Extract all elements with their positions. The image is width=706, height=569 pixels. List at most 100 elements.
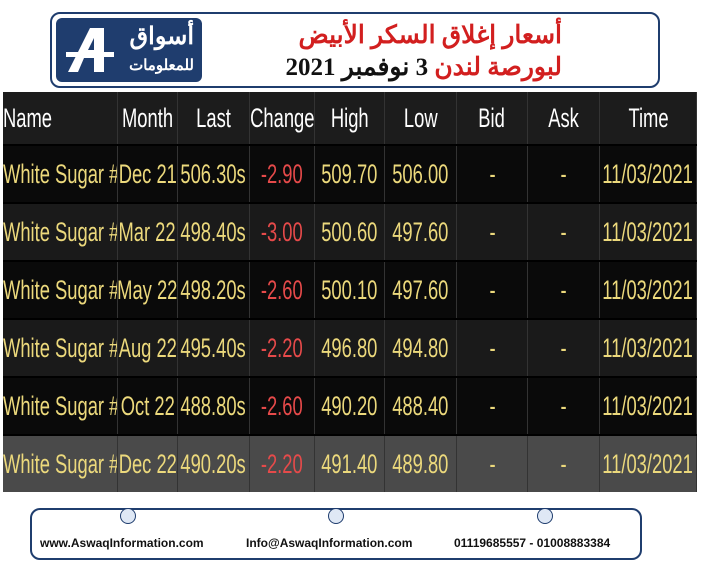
cell: 11/03/2021 <box>600 378 697 434</box>
cell-text: Change <box>250 102 315 133</box>
cell-text: -2.20 <box>261 448 303 479</box>
cell: - <box>528 204 600 260</box>
email: Info@AswaqInformation.com <box>246 536 413 550</box>
cell: 498.20s <box>178 262 250 318</box>
cell-text: - <box>560 390 567 421</box>
cell-text: 11/03/2021 <box>602 158 694 189</box>
subtitle: لبورصة لندن 3 نوفمبر 2021 <box>285 52 562 82</box>
data-row: White Sugar #5 Dec 21 506.30s -2.90 509.70 50… <box>3 146 697 202</box>
cell: Mar 22 <box>118 204 178 260</box>
price-table: Name Month Last Change High Low Bid Ask Time Whit… <box>3 92 697 492</box>
mail-icon <box>328 508 344 524</box>
cell: 495.40s <box>178 320 250 376</box>
cell-text: Ask <box>548 102 579 133</box>
subtitle-date: 3 نوفمبر 2021 <box>285 54 429 81</box>
cell: - <box>528 320 600 376</box>
cell: 11/03/2021 <box>600 146 697 202</box>
cell: White Sugar #5 <box>3 146 118 202</box>
data-row: White Sugar #5 Dec 22 490.20s -2.20 491.40 48… <box>3 436 697 492</box>
cell: 506.30s <box>178 146 250 202</box>
cell-text: 497.60 <box>392 216 449 247</box>
cell: - <box>457 146 528 202</box>
globe-icon <box>120 508 136 524</box>
cell: - <box>457 436 528 492</box>
logo: أسواق للمعلومات <box>56 18 202 82</box>
logo-text: أسواق <box>129 23 194 50</box>
cell-text: - <box>560 158 567 189</box>
cell-text: -3.00 <box>261 216 303 247</box>
cell: Aug 22 <box>118 320 178 376</box>
cell: -3.00 <box>250 204 315 260</box>
cell: 491.40 <box>315 436 385 492</box>
cell-text: -2.60 <box>261 274 303 305</box>
cell-text: 495.40s <box>180 332 247 363</box>
cell: Month <box>118 92 178 144</box>
cell-text: 500.10 <box>321 274 378 305</box>
cell-text: 490.20 <box>321 390 378 421</box>
cell: -2.90 <box>250 146 315 202</box>
cell: Oct 22 <box>118 378 178 434</box>
cell-text: 500.60 <box>321 216 378 247</box>
cell: - <box>457 320 528 376</box>
cell-text: Dec 22 <box>118 448 177 479</box>
cell-text: May 22 <box>118 274 178 305</box>
cell: Last <box>178 92 250 144</box>
cell-text: - <box>560 274 567 305</box>
cell-text: 509.70 <box>321 158 378 189</box>
cell-text: 11/03/2021 <box>602 448 694 479</box>
cell: Bid <box>457 92 528 144</box>
cell: 500.60 <box>315 204 385 260</box>
cell: 489.80 <box>385 436 457 492</box>
cell-text: 506.00 <box>392 158 449 189</box>
cell: White Sugar #5 <box>3 262 118 318</box>
cell-text: 496.80 <box>321 332 378 363</box>
cell-text: 491.40 <box>321 448 378 479</box>
cell: Ask <box>528 92 600 144</box>
cell-text: - <box>560 216 567 247</box>
data-row: White Sugar #5 May 22 498.20s -2.60 500.10 49… <box>3 262 697 318</box>
cell-text: 11/03/2021 <box>602 274 694 305</box>
cell-text: White Sugar #5 <box>3 274 118 305</box>
cell-text: White Sugar #5 <box>3 216 118 247</box>
cell: -2.60 <box>250 262 315 318</box>
cell: -2.20 <box>250 436 315 492</box>
cell: Change <box>250 92 315 144</box>
cell: - <box>457 378 528 434</box>
cell-text: 498.20s <box>180 274 247 305</box>
footer: www.AswaqInformation.com Info@AswaqInfor… <box>30 508 642 560</box>
cell: Low <box>385 92 457 144</box>
cell-text: 506.30s <box>180 158 247 189</box>
cell: - <box>528 436 600 492</box>
cell: May 22 <box>118 262 178 318</box>
cell: -2.60 <box>250 378 315 434</box>
cell: 509.70 <box>315 146 385 202</box>
cell-text: White Sugar #5 <box>3 448 118 479</box>
cell: Time <box>600 92 697 144</box>
cell-text: -2.20 <box>261 332 303 363</box>
cell-text: Low <box>403 102 438 133</box>
title: أسعار إغلاق السكر الأبيض <box>298 22 562 49</box>
cell-text: Oct 22 <box>120 390 175 421</box>
cell-text: Dec 21 <box>118 158 177 189</box>
cell-text: -2.90 <box>261 158 303 189</box>
cell-text: - <box>560 448 567 479</box>
cell: White Sugar #5 <box>3 436 118 492</box>
cell: -2.20 <box>250 320 315 376</box>
cell-text: - <box>488 274 496 305</box>
cell-text: White Sugar #5 <box>3 332 118 363</box>
cell-text: Name <box>3 102 52 133</box>
cell: 498.40s <box>178 204 250 260</box>
cell-text: 489.80 <box>392 448 449 479</box>
cell: - <box>457 262 528 318</box>
subtitle-red: لبورصة لندن <box>434 54 562 81</box>
data-row: White Sugar #5 Mar 22 498.40s -3.00 500.60 49… <box>3 204 697 260</box>
cell-text: - <box>560 332 567 363</box>
cell: 506.00 <box>385 146 457 202</box>
cell-text: Aug 22 <box>118 332 177 363</box>
cell: 11/03/2021 <box>600 204 697 260</box>
cell: 11/03/2021 <box>600 436 697 492</box>
cell-text: 11/03/2021 <box>602 390 694 421</box>
cell: Name <box>3 92 118 144</box>
cell: White Sugar #5 <box>3 204 118 260</box>
website: www.AswaqInformation.com <box>40 536 204 550</box>
